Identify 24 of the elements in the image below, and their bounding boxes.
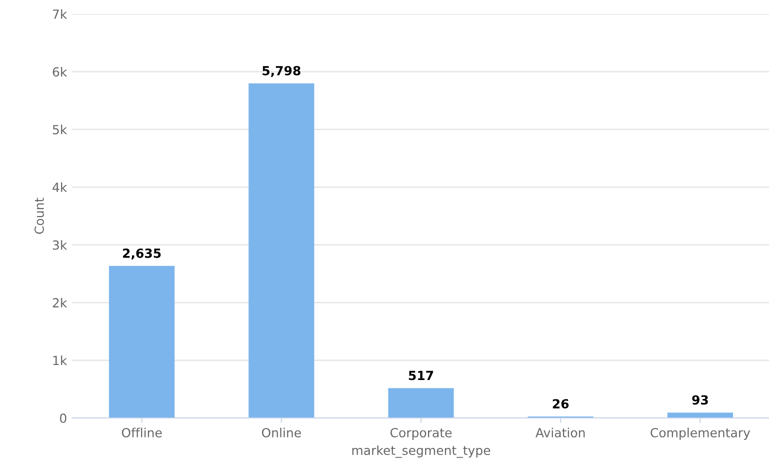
x-axis-title: market_segment_type bbox=[352, 445, 490, 458]
data-label: 2,635 bbox=[123, 248, 161, 260]
y-tick-label: 0 bbox=[60, 413, 66, 423]
data-label: 517 bbox=[408, 370, 434, 380]
x-tick-label: Complementary bbox=[650, 428, 750, 440]
y-tick-label: 4k bbox=[52, 182, 68, 192]
data-label: 93 bbox=[692, 395, 708, 405]
x-tick-label: Offline bbox=[122, 428, 162, 438]
y-tick-label: 7k bbox=[52, 9, 68, 19]
bar bbox=[248, 83, 314, 418]
y-tick-label: 1k bbox=[53, 356, 68, 366]
data-label: 26 bbox=[552, 399, 569, 409]
x-tick-label: Corporate bbox=[390, 428, 452, 440]
y-axis-title: Count bbox=[34, 198, 44, 234]
y-tick-label: 3k bbox=[52, 240, 68, 250]
x-tick-label: Online bbox=[262, 428, 301, 438]
bar bbox=[388, 388, 454, 418]
y-tick-label: 6k bbox=[52, 66, 68, 77]
bar bbox=[667, 412, 734, 418]
data-label: 5,798 bbox=[262, 66, 300, 77]
y-tick-label: 2k bbox=[52, 298, 68, 308]
y-tick-label: 5k bbox=[52, 124, 68, 134]
bar bbox=[108, 266, 175, 418]
x-tick-label: Aviation bbox=[536, 428, 585, 438]
